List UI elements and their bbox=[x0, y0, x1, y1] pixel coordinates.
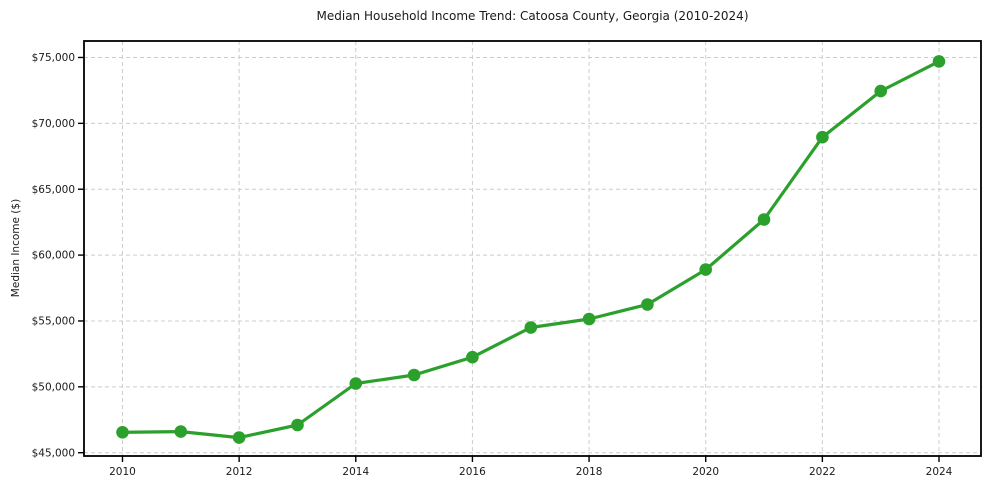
data-point-marker bbox=[641, 298, 654, 311]
y-tick-label: $55,000 bbox=[32, 316, 75, 328]
data-point-marker bbox=[349, 377, 363, 390]
data-point-marker bbox=[816, 130, 829, 144]
data-point-marker bbox=[116, 426, 129, 439]
data-point-marker bbox=[174, 425, 188, 438]
x-tick-label: 2010 bbox=[109, 466, 136, 478]
y-tick-label: $70,000 bbox=[32, 118, 75, 130]
data-point-marker bbox=[291, 418, 304, 432]
trend-line bbox=[120, 59, 941, 440]
data-point-marker bbox=[232, 431, 246, 444]
y-tick-label: $60,000 bbox=[32, 250, 75, 262]
x-tick-label: 2020 bbox=[692, 466, 719, 478]
data-point-marker bbox=[582, 312, 596, 326]
data-point-marker bbox=[757, 213, 771, 226]
x-tick-label: 2018 bbox=[576, 466, 603, 478]
y-tick-label: $50,000 bbox=[32, 381, 75, 393]
data-point-marker bbox=[407, 368, 421, 382]
x-tick-label: 2014 bbox=[342, 466, 369, 478]
x-tick-label: 2012 bbox=[226, 466, 253, 478]
data-point-marker bbox=[932, 55, 946, 68]
y-tick-label: $45,000 bbox=[32, 447, 75, 459]
data-point-marker bbox=[524, 321, 538, 334]
plot-border bbox=[83, 40, 982, 457]
data-point-marker bbox=[699, 263, 712, 276]
y-tick-label: $75,000 bbox=[32, 52, 75, 64]
chart-title: Median Household Income Trend: Catoosa C… bbox=[316, 9, 749, 23]
data-point-marker bbox=[466, 350, 479, 364]
x-tick-label: 2022 bbox=[809, 466, 836, 478]
x-tick-label: 2016 bbox=[459, 466, 486, 478]
y-tick-label: $65,000 bbox=[32, 184, 75, 196]
data-point-marker bbox=[874, 84, 887, 98]
x-tick-label: 2024 bbox=[926, 466, 953, 478]
